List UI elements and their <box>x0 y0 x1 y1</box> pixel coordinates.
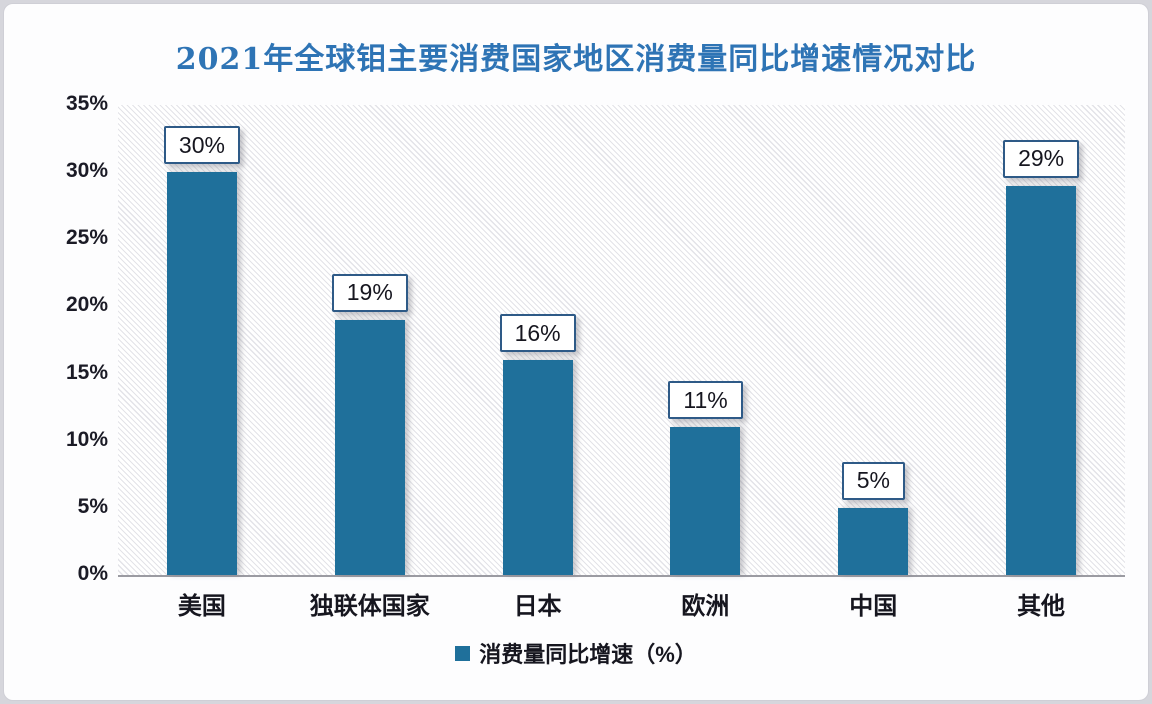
bar-5 <box>838 507 909 575</box>
legend-swatch-icon <box>455 645 471 661</box>
y-axis-tick-label: 20% <box>65 293 108 317</box>
y-axis-tick-label: 5% <box>77 494 108 518</box>
plot-area: 30% 19% 16% 11% 5% 29% <box>118 105 1125 577</box>
y-axis-tick-label: 15% <box>65 360 108 384</box>
chart-title: 2021年全球钼主要消费国家地区消费量同比增速情况对比 <box>175 42 977 77</box>
bar-1 <box>166 172 237 575</box>
y-axis-tick-label: 25% <box>65 226 108 250</box>
bar-2 <box>334 319 405 575</box>
legend: 消费量同比增速（%） <box>0 637 1152 669</box>
bar-data-label: 5% <box>841 461 905 500</box>
x-axis-category-label: 欧洲 <box>681 593 730 620</box>
bar-3 <box>502 360 573 575</box>
y-axis-tick-label: 0% <box>77 562 108 585</box>
bar-data-label: 16% <box>499 314 576 353</box>
x-axis-category-label: 中国 <box>849 593 898 620</box>
legend-label: 消费量同比增速（%） <box>479 642 697 667</box>
y-axis-tick-label: 10% <box>65 427 108 451</box>
y-axis-tick-label: 35% <box>65 92 108 115</box>
bar-data-label: 11% <box>668 381 743 420</box>
x-axis-category-label: 其他 <box>1017 593 1066 620</box>
bar-data-label: 19% <box>331 273 408 312</box>
bar-data-label: 29% <box>1003 139 1080 178</box>
x-axis-category-label: 独联体国家 <box>309 593 430 620</box>
bar-data-label: 30% <box>163 126 240 165</box>
bar-6 <box>1006 185 1077 575</box>
bar-4 <box>670 427 741 575</box>
x-axis-category-label: 日本 <box>513 593 562 620</box>
x-axis-category-label: 美国 <box>177 593 226 620</box>
y-axis-tick-label: 30% <box>65 159 108 183</box>
